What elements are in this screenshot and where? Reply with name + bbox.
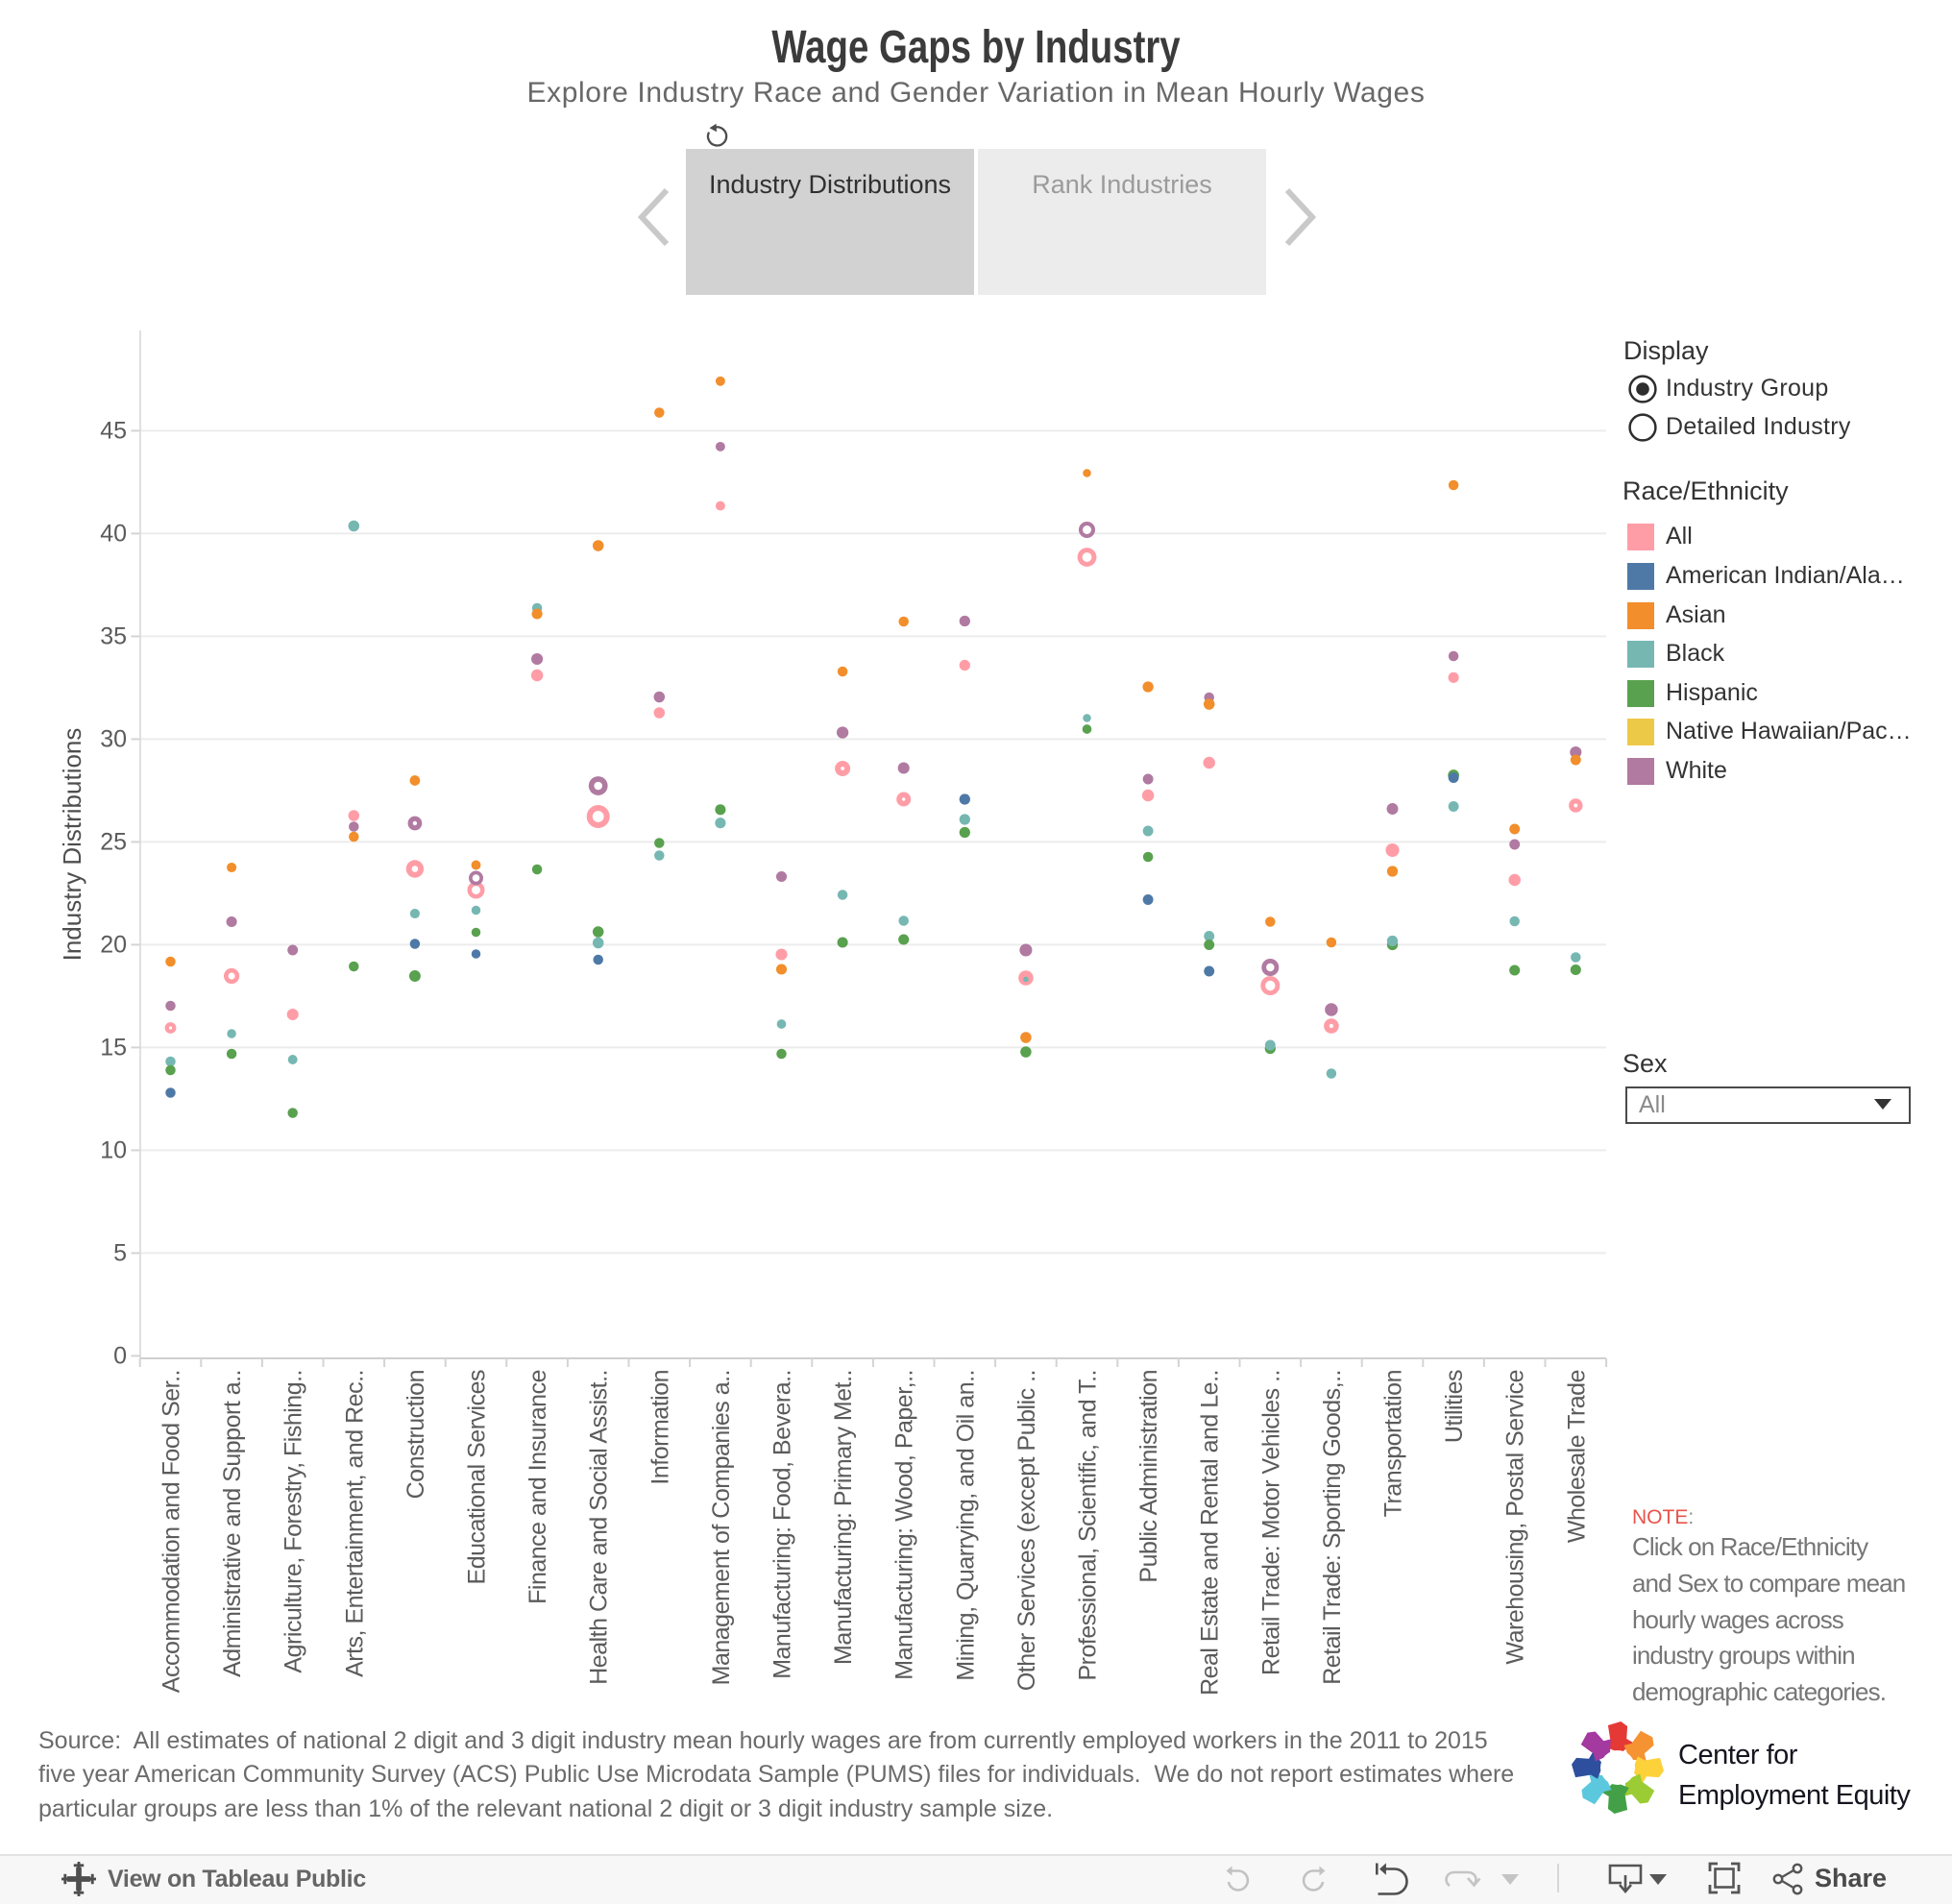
svg-text:Finance and Insurance: Finance and Insurance (525, 1370, 551, 1604)
svg-text:45: 45 (100, 417, 127, 444)
svg-text:Manufacturing: Food, Bevera..: Manufacturing: Food, Bevera.. (769, 1370, 796, 1679)
svg-text:Transportation: Transportation (1380, 1370, 1407, 1517)
svg-text:Other Services (except Public: Other Services (except Public .. (1013, 1370, 1040, 1691)
svg-text:Wholesale Trade: Wholesale Trade (1563, 1370, 1590, 1543)
svg-text:Retail Trade: Sporting Goods,.: Retail Trade: Sporting Goods,.. (1319, 1370, 1346, 1685)
svg-text:20: 20 (100, 931, 127, 958)
svg-text:Industry Distributions: Industry Distributions (58, 728, 86, 962)
svg-text:Retail Trade: Motor Vehicles .: Retail Trade: Motor Vehicles .. (1257, 1370, 1284, 1675)
svg-text:15: 15 (100, 1034, 127, 1061)
svg-text:Manufacturing: Primary Met..: Manufacturing: Primary Met.. (830, 1370, 857, 1665)
svg-text:10: 10 (100, 1136, 127, 1163)
svg-text:35: 35 (100, 622, 127, 649)
svg-text:Public Administration: Public Administration (1135, 1370, 1162, 1583)
svg-text:Accommodation and Food Ser..: Accommodation and Food Ser.. (159, 1370, 185, 1693)
svg-text:Arts, Entertainment, and Rec..: Arts, Entertainment, and Rec.. (341, 1370, 368, 1677)
svg-text:Mining, Quarrying, and Oil an.: Mining, Quarrying, and Oil an.. (952, 1370, 979, 1681)
svg-text:Management of Companies a..: Management of Companies a.. (708, 1370, 735, 1685)
svg-text:25: 25 (100, 828, 127, 855)
svg-text:Warehousing, Postal Service: Warehousing, Postal Service (1502, 1370, 1529, 1665)
svg-text:Manufacturing: Wood, Paper,..: Manufacturing: Wood, Paper,.. (891, 1370, 918, 1680)
svg-text:Educational Services: Educational Services (464, 1370, 491, 1584)
svg-text:Construction: Construction (403, 1370, 429, 1499)
svg-text:Information: Information (647, 1370, 673, 1485)
svg-text:40: 40 (100, 520, 127, 547)
svg-text:30: 30 (100, 725, 127, 752)
svg-text:Utilities: Utilities (1441, 1370, 1468, 1443)
svg-text:Agriculture, Forestry, Fishing: Agriculture, Forestry, Fishing.. (281, 1370, 307, 1673)
svg-text:Professional, Scientific, and: Professional, Scientific, and T.. (1075, 1370, 1102, 1681)
svg-text:Real Estate and Rental and Le.: Real Estate and Rental and Le.. (1197, 1370, 1224, 1696)
svg-text:Health Care and Social Assist.: Health Care and Social Assist.. (586, 1370, 613, 1685)
svg-text:0: 0 (113, 1342, 127, 1369)
svg-text:Administrative and Support a..: Administrative and Support a.. (219, 1370, 246, 1677)
svg-text:5: 5 (113, 1239, 127, 1266)
